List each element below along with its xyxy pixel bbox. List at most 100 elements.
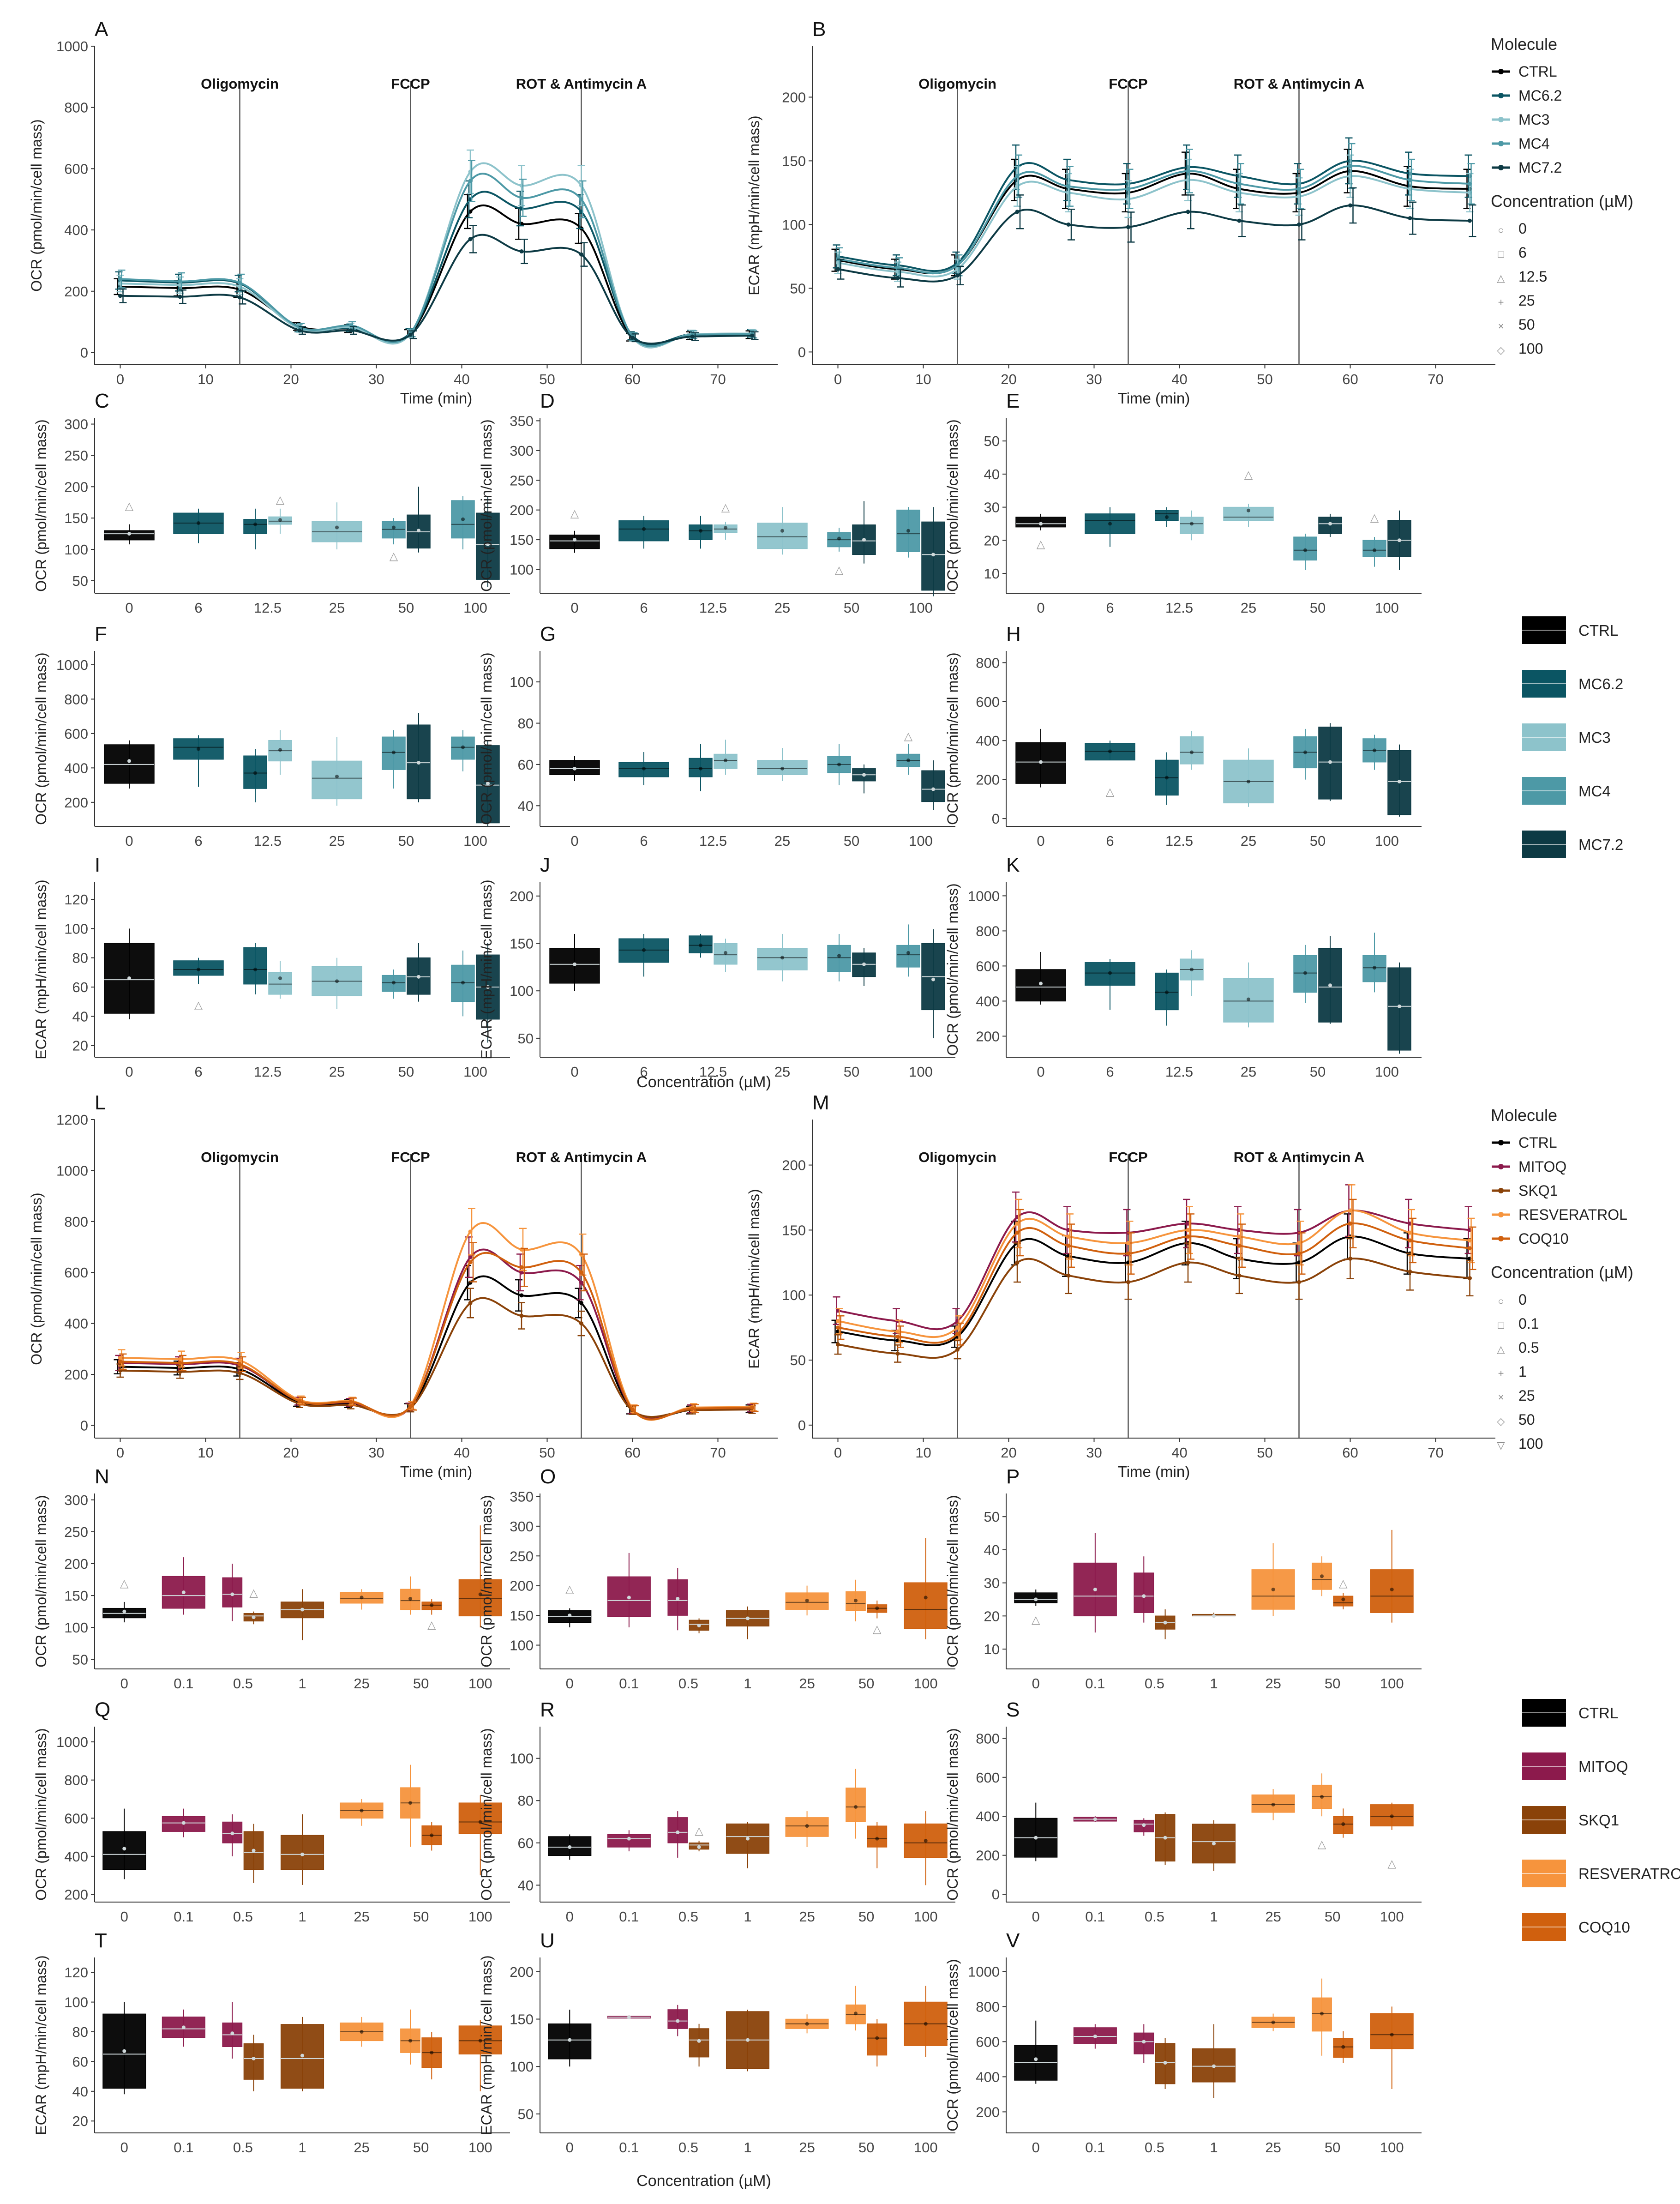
x-tick-label: 0	[120, 1675, 128, 1692]
x-tick-label: 25	[354, 2139, 369, 2156]
y-tick-label: 50	[984, 1509, 1000, 1525]
legend-point-swatch	[1498, 1140, 1504, 1145]
y-tick-label: 100	[64, 1994, 88, 2011]
x-tick-label: 50	[1257, 371, 1272, 387]
box-mean	[1320, 1795, 1324, 1799]
box-mean	[573, 766, 576, 771]
data-point	[408, 332, 413, 337]
data-point	[1297, 1241, 1301, 1246]
y-tick-label: 50	[72, 573, 88, 589]
x-tick-label: 25	[354, 1675, 369, 1692]
y-tick-label: 300	[64, 1492, 88, 1508]
y-tick-label: 150	[510, 936, 534, 952]
x-tick-label: 0.5	[678, 1909, 698, 1925]
y-tick-label: 1000	[56, 38, 88, 54]
y-tick-label: 100	[510, 561, 534, 578]
box-mean	[253, 771, 257, 775]
box-mean	[1212, 1614, 1216, 1618]
box-chart-P: 10 20 30 40 50 OCR (pmol/min/cell mass) P 0 0.1 0…	[944, 1465, 1422, 1692]
box-mean	[1303, 750, 1307, 754]
panel-letter: K	[1006, 854, 1020, 876]
data-point	[1186, 169, 1190, 173]
legend-item-mc4: MC4	[1518, 135, 1550, 152]
x-tick-label: 25	[329, 1064, 345, 1080]
x-tick-label: 30	[1086, 371, 1102, 387]
data-point	[1066, 184, 1071, 189]
box-mean	[1142, 2040, 1146, 2044]
x-tick-label: 25	[354, 1909, 369, 1925]
x-tick-label: 50	[539, 371, 555, 387]
x-tick-label: 25	[799, 2139, 815, 2156]
legend-conc-symbol: ◇	[1497, 344, 1505, 356]
y-tick-label: 200	[510, 502, 534, 518]
box-mean	[1320, 2011, 1324, 2016]
legend-title-molecule: Molecule	[1491, 35, 1557, 54]
box-mean	[197, 968, 200, 971]
data-point	[630, 1407, 635, 1412]
box-mc3	[714, 753, 738, 769]
box-mc6.2	[243, 947, 267, 985]
legend-conc-symbol: □	[1498, 1319, 1504, 1331]
x-tick-label: 0.1	[1085, 2139, 1105, 2156]
x-tick-label: 0.5	[1145, 1675, 1164, 1692]
box-mean	[854, 1805, 858, 1809]
box-mean	[122, 1847, 126, 1851]
legend-conc-0: 0	[1518, 220, 1527, 237]
y-tick-label: 100	[510, 674, 534, 690]
box-mean	[1039, 760, 1043, 764]
x-tick-label: 0.5	[678, 1675, 698, 1692]
box-mean	[1039, 522, 1043, 526]
x-tick-label: 0	[116, 371, 124, 387]
box-mean	[724, 526, 727, 530]
y-tick-label: 200	[510, 1964, 534, 1980]
box-mean	[430, 2051, 434, 2055]
box-mean	[1190, 522, 1194, 526]
x-tick-label: 0.5	[678, 2139, 698, 2156]
data-point	[955, 1325, 960, 1330]
data-point	[118, 277, 122, 281]
box-mean	[837, 954, 841, 958]
y-tick-label: 200	[64, 479, 88, 495]
series-line-ctrl	[120, 204, 752, 346]
box-mean	[1271, 1802, 1275, 1807]
panel-letter: F	[95, 623, 107, 645]
x-tick-label: 0	[834, 371, 842, 387]
y-tick-label: 200	[976, 2104, 1000, 2120]
panel-letter: O	[540, 1465, 556, 1488]
legend-conc-1: 1	[1518, 1363, 1527, 1380]
y-tick-label: 600	[976, 694, 1000, 710]
x-tick-label: 0	[125, 600, 133, 616]
box-legend-item-ctrl: CTRL	[1578, 1704, 1618, 1722]
series-line-ctrl	[838, 170, 1470, 275]
box-mean	[300, 1852, 304, 1856]
box-mc7.2	[1387, 967, 1411, 1051]
x-tick-label: 25	[774, 600, 790, 616]
legend-point-swatch	[1498, 117, 1504, 122]
y-tick-label: 50	[790, 1352, 806, 1368]
box-mc3	[1180, 517, 1204, 534]
box-mean	[360, 1808, 364, 1813]
injection-label: ROT & Antimycin A	[516, 76, 647, 92]
x-tick-label: 0	[1037, 833, 1044, 849]
box-mean	[780, 956, 784, 960]
box-mean	[642, 527, 646, 531]
box-legend-item-mitoq: MITOQ	[1578, 1758, 1628, 1775]
x-tick-label: 0.1	[1085, 1675, 1105, 1692]
panel-letter: E	[1006, 390, 1020, 412]
box-mean	[300, 1608, 304, 1612]
panel-letter: H	[1006, 623, 1021, 645]
legend-item-ctrl: CTRL	[1518, 1134, 1557, 1151]
x-tick-label: 6	[194, 1064, 202, 1080]
box-coq10	[867, 1825, 888, 1848]
y-axis-title: OCR (pmol/min/cell mass)	[944, 419, 961, 591]
y-axis-title: ECAR (mpH/min/cell mass)	[33, 1955, 49, 2135]
x-tick-label: 25	[774, 1064, 790, 1080]
box-mean	[230, 1831, 234, 1836]
y-axis-title: OCR (pmol/min/cell mass)	[28, 1192, 45, 1365]
injection-label: Oligomycin	[918, 1149, 996, 1165]
legend-point-swatch	[1498, 1236, 1504, 1241]
x-tick-label: 100	[1380, 1675, 1404, 1692]
box-mean	[1373, 748, 1376, 753]
box-mean	[568, 2038, 572, 2042]
x-tick-label: 30	[1086, 1445, 1102, 1461]
